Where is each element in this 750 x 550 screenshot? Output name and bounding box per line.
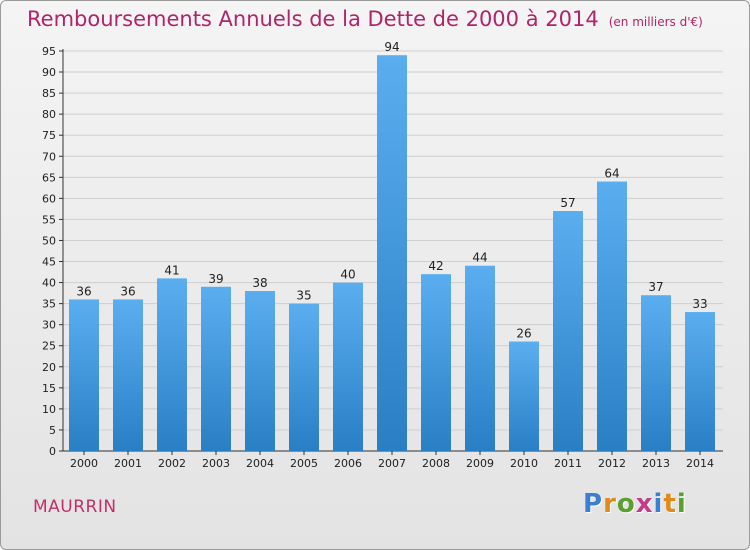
y-tick-label: 85: [42, 87, 56, 100]
bar-2004: [245, 291, 275, 451]
y-tick-label: 55: [42, 213, 56, 226]
logo-letter: i: [653, 489, 664, 519]
x-tick-label-2014: 2014: [686, 457, 714, 470]
chart-subtitle: (en milliers d'€): [608, 15, 703, 29]
logo-letter: o: [616, 489, 636, 519]
y-tick-label: 10: [42, 403, 56, 416]
y-tick-label: 20: [42, 361, 56, 374]
logo-letter: P: [583, 489, 604, 519]
bar-2009: [465, 265, 495, 451]
y-tick-label: 75: [42, 129, 56, 142]
y-tick-label: 5: [49, 424, 56, 437]
proxiti-logo: Proxiti: [583, 489, 687, 519]
x-tick-label-2009: 2009: [466, 457, 494, 470]
logo-letter: t: [663, 489, 677, 519]
y-tick-label: 65: [42, 171, 56, 184]
y-tick-label: 25: [42, 340, 56, 353]
x-tick-label-2010: 2010: [510, 457, 538, 470]
logo-letter: r: [603, 489, 617, 519]
y-tick-label: 15: [42, 382, 56, 395]
town-name: MAURRIN: [33, 497, 117, 517]
x-tick-label-2007: 2007: [378, 457, 406, 470]
bar-2014: [685, 312, 715, 451]
y-tick-label: 0: [49, 445, 56, 458]
value-label-2004: 38: [252, 276, 267, 290]
value-label-2007: 94: [384, 40, 399, 54]
value-label-2010: 26: [516, 327, 531, 341]
value-label-2011: 57: [560, 196, 575, 210]
value-label-2012: 64: [604, 167, 619, 181]
y-tick-labels: 0 5 10 15 20 25 30 35 40 45 50 55 60 65 70 75 80 85 90 95: [42, 45, 56, 458]
value-label-2013: 37: [648, 280, 663, 294]
y-tick-label: 70: [42, 150, 56, 163]
title-line: Remboursements Annuels de la Dette de 20…: [27, 7, 703, 31]
x-tick-label-2002: 2002: [158, 457, 186, 470]
chart-title: Remboursements Annuels de la Dette de 20…: [27, 7, 599, 31]
bar-2002: [157, 278, 187, 451]
x-tick-label-2005: 2005: [290, 457, 318, 470]
bar-2010: [509, 341, 539, 451]
bar-2008: [421, 274, 451, 451]
logo-letter: x: [635, 489, 654, 519]
value-label-2008: 42: [428, 259, 443, 273]
bar-2005: [289, 303, 319, 451]
value-label-2009: 44: [472, 251, 487, 265]
value-label-2001: 36: [120, 284, 135, 298]
bar-2003: [201, 286, 231, 451]
bar-2011: [553, 211, 583, 451]
x-tick-labels: 2000 2001 2002 2003 2004 2005 2006 2007 2008 2009…: [70, 457, 714, 470]
y-tick-label: 50: [42, 234, 56, 247]
value-label-2002: 41: [164, 263, 179, 277]
x-tick-label-2000: 2000: [70, 457, 98, 470]
logo-letter: i: [676, 489, 687, 519]
x-tick-label-2008: 2008: [422, 457, 450, 470]
y-tick-label: 80: [42, 108, 56, 121]
y-tick-label: 35: [42, 298, 56, 311]
value-label-2003: 39: [208, 272, 223, 286]
x-tick-label-2011: 2011: [554, 457, 582, 470]
y-tick-label: 95: [42, 45, 56, 58]
x-tick-label-2001: 2001: [114, 457, 142, 470]
bar-2007: [377, 55, 407, 452]
x-tick-label-2004: 2004: [246, 457, 274, 470]
bar-2001: [113, 299, 143, 451]
x-tick-label-2003: 2003: [202, 457, 230, 470]
bars: [69, 55, 715, 452]
bar-2000: [69, 299, 99, 451]
x-tick-label-2013: 2013: [642, 457, 670, 470]
value-label-2006: 40: [340, 268, 355, 282]
bar-2012: [597, 181, 627, 452]
value-label-2014: 33: [692, 297, 707, 311]
y-tick-label: 30: [42, 319, 56, 332]
bar-2006: [333, 282, 363, 451]
y-tick-label: 40: [42, 277, 56, 290]
value-labels: 36 36 41 39 38 35 40 94 42 44 26 57 64 37 33: [76, 40, 707, 340]
x-tick-label-2006: 2006: [334, 457, 362, 470]
y-tick-label: 90: [42, 66, 56, 79]
bar-2013: [641, 295, 671, 451]
value-label-2005: 35: [296, 289, 311, 303]
y-tick-label: 60: [42, 192, 56, 205]
y-tick-label: 45: [42, 256, 56, 269]
value-label-2000: 36: [76, 284, 91, 298]
x-tick-label-2012: 2012: [598, 457, 626, 470]
